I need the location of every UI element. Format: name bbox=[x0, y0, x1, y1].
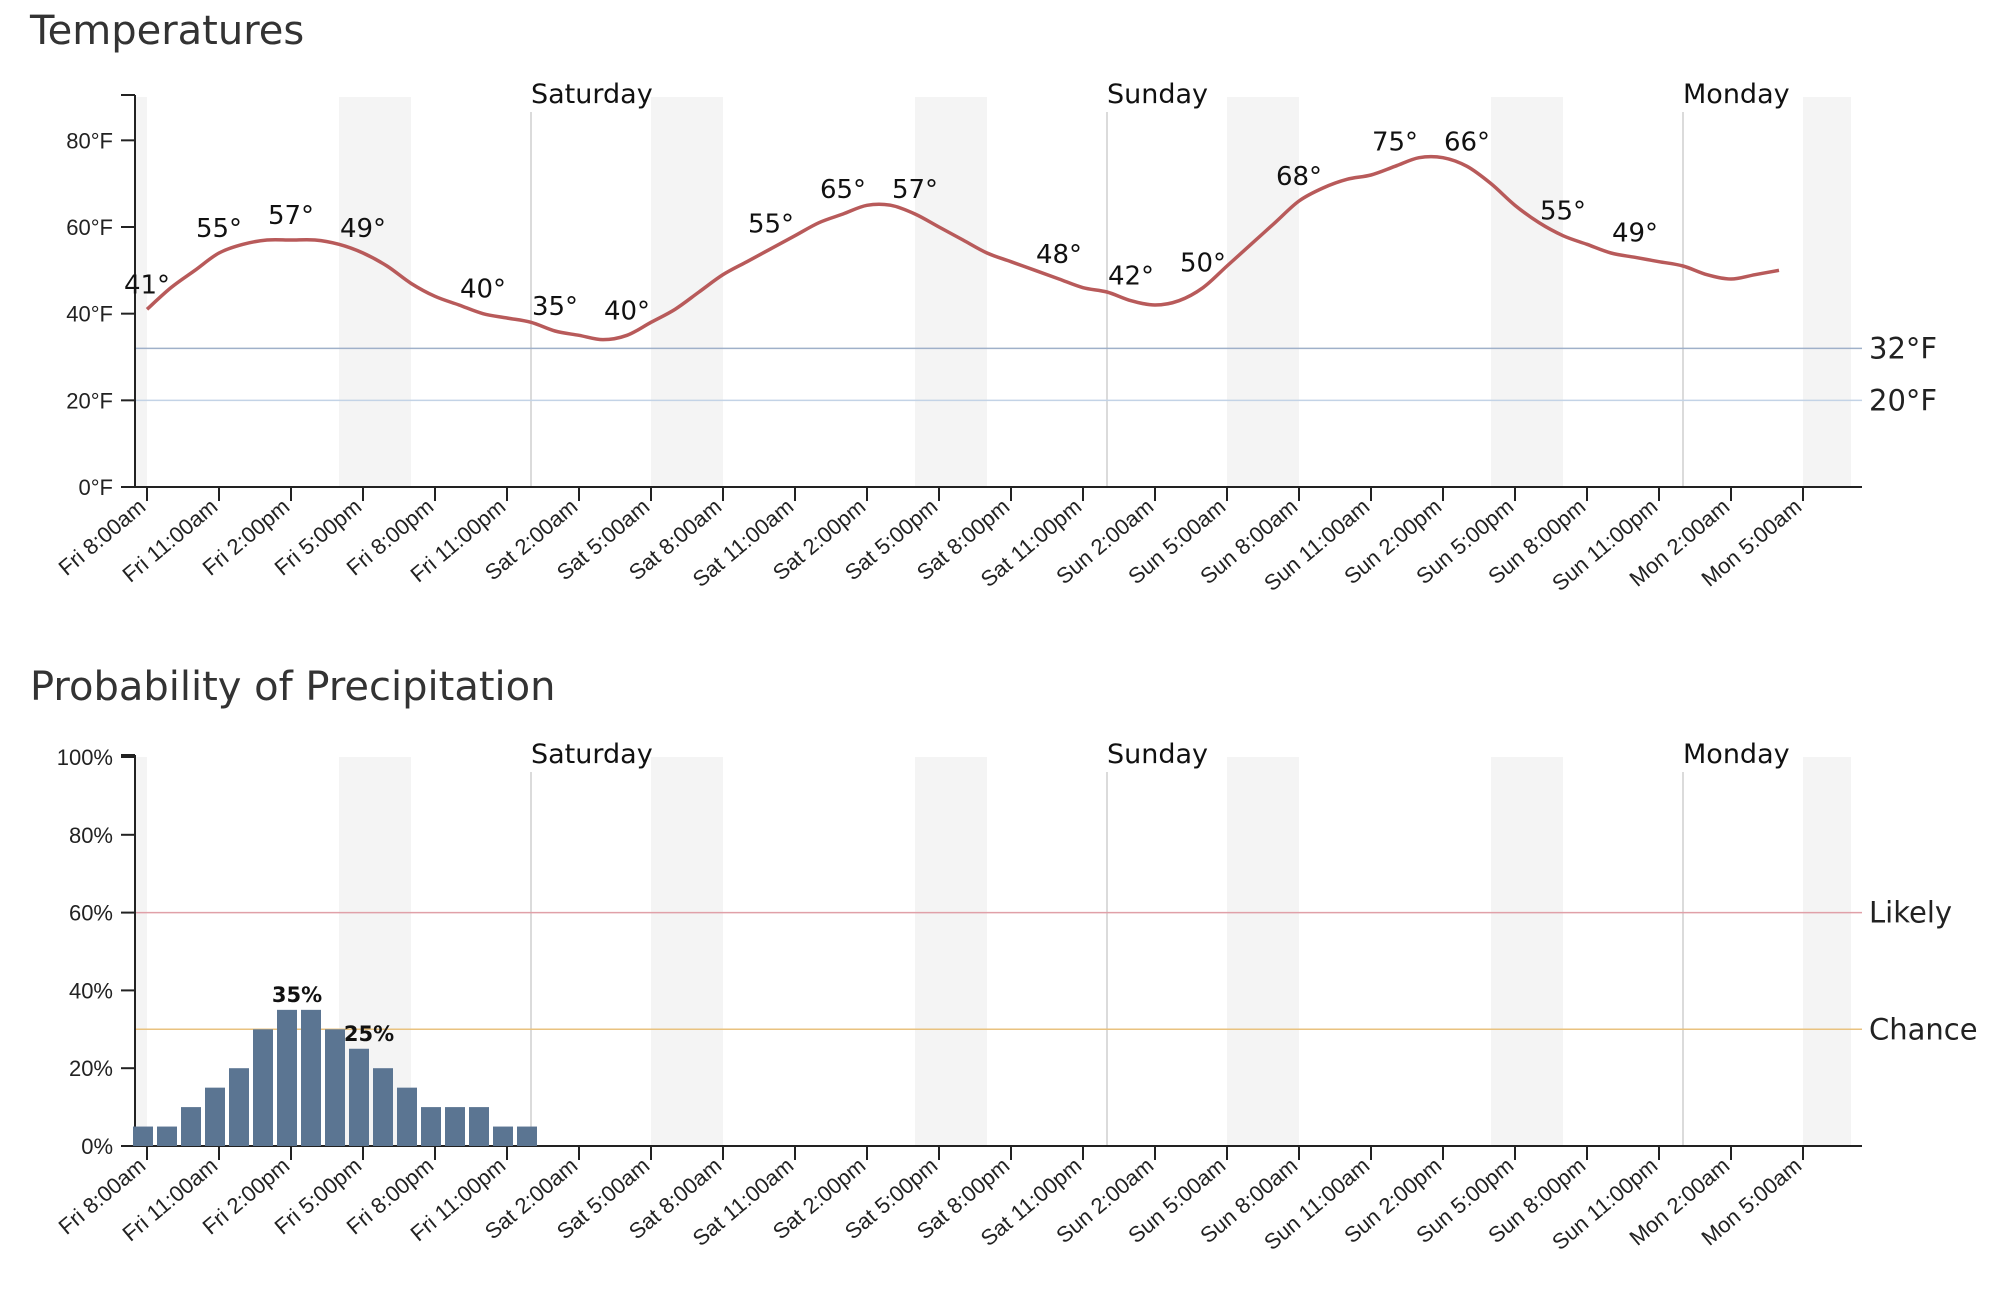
temperature-data-label: 35° bbox=[532, 292, 578, 322]
temperatures-title: Temperatures bbox=[30, 8, 305, 54]
night-band bbox=[1227, 97, 1299, 487]
night-band bbox=[339, 97, 411, 487]
y-tick-label: 0% bbox=[81, 1134, 113, 1159]
temperature-data-label: 57° bbox=[268, 201, 314, 231]
y-tick-label: 80°F bbox=[66, 128, 113, 153]
temperature-data-label: 55° bbox=[1540, 197, 1586, 227]
day-label: Sunday bbox=[1107, 739, 1208, 770]
precipitation-bar-label: 25% bbox=[344, 1022, 394, 1046]
temperature-data-label: 75° bbox=[1372, 127, 1418, 157]
y-tick-label: 0°F bbox=[79, 475, 113, 500]
night-band bbox=[136, 757, 147, 1146]
night-band bbox=[915, 757, 987, 1146]
temperature-data-label: 48° bbox=[1036, 240, 1082, 270]
precipitation-bar bbox=[373, 1068, 393, 1146]
precipitation-bar bbox=[157, 1126, 177, 1146]
night-band bbox=[1227, 757, 1299, 1146]
y-tick-label: 100% bbox=[57, 745, 113, 770]
y-tick-label: 80% bbox=[69, 823, 113, 848]
temperature-data-label: 55° bbox=[196, 214, 242, 244]
temperature-data-label: 68° bbox=[1276, 162, 1322, 192]
precipitation-bar bbox=[517, 1126, 537, 1146]
precipitation-bar-label: 35% bbox=[272, 983, 322, 1007]
precipitation-bar bbox=[229, 1068, 249, 1146]
reference-line-label: 32°F bbox=[1869, 331, 1937, 365]
day-label: Saturday bbox=[531, 739, 653, 770]
temperature-data-label: 65° bbox=[820, 175, 866, 205]
precipitation-bar bbox=[253, 1029, 273, 1146]
precipitation-bar bbox=[493, 1126, 513, 1146]
temperature-data-label: 40° bbox=[460, 275, 506, 305]
night-band bbox=[1491, 757, 1563, 1146]
day-label: Sunday bbox=[1107, 79, 1208, 110]
precipitation-bar bbox=[181, 1107, 201, 1146]
temperature-data-label: 42° bbox=[1108, 262, 1154, 292]
reference-line-label: 20°F bbox=[1869, 383, 1937, 417]
precipitation-bar bbox=[301, 1009, 321, 1146]
precipitation-bar bbox=[133, 1126, 153, 1146]
reference-line-label: Chance bbox=[1869, 1012, 1978, 1046]
precipitation-title: Probability of Precipitation bbox=[30, 664, 556, 710]
night-band bbox=[1491, 97, 1563, 487]
night-band bbox=[915, 97, 987, 487]
day-label: Monday bbox=[1683, 739, 1790, 770]
y-tick-label: 20% bbox=[69, 1056, 113, 1081]
y-tick-label: 40% bbox=[69, 978, 113, 1003]
temperature-data-label: 57° bbox=[892, 175, 938, 205]
temperature-data-label: 49° bbox=[1612, 218, 1658, 248]
precipitation-bar bbox=[277, 1009, 297, 1146]
reference-line-label: Likely bbox=[1869, 896, 1952, 930]
temperature-chart: Saturday Sunday Monday 32°F 20°F 0°F 20°F 40°F 6… bbox=[54, 79, 1938, 596]
y-tick-label: 60% bbox=[69, 901, 113, 926]
day-label: Saturday bbox=[531, 79, 653, 110]
temperature-data-label: 50° bbox=[1180, 249, 1226, 279]
precipitation-bar bbox=[445, 1107, 465, 1146]
night-band bbox=[1803, 97, 1851, 487]
precipitation-bar bbox=[421, 1107, 441, 1146]
day-label: Monday bbox=[1683, 79, 1790, 110]
y-tick-label: 40°F bbox=[66, 302, 113, 327]
precipitation-bar bbox=[349, 1048, 369, 1146]
night-band bbox=[1803, 757, 1851, 1146]
precipitation-chart: Saturday Sunday Monday Likely Chance 0% 20% 40%… bbox=[54, 739, 1978, 1255]
night-band bbox=[136, 97, 147, 487]
temperature-line bbox=[145, 154, 1780, 342]
y-tick-label: 20°F bbox=[66, 388, 113, 413]
precipitation-bar bbox=[469, 1107, 489, 1146]
night-band bbox=[651, 97, 723, 487]
precipitation-bar bbox=[325, 1029, 345, 1146]
temperature-data-label: 55° bbox=[748, 210, 794, 240]
temperature-data-label: 66° bbox=[1444, 127, 1490, 157]
precipitation-bar bbox=[397, 1087, 417, 1146]
temperature-data-label: 41° bbox=[124, 270, 170, 300]
night-band bbox=[651, 757, 723, 1146]
precipitation-bar bbox=[205, 1087, 225, 1146]
y-tick-label: 60°F bbox=[66, 215, 113, 240]
temperature-data-label: 40° bbox=[604, 296, 650, 326]
temperature-data-label: 49° bbox=[340, 214, 386, 244]
